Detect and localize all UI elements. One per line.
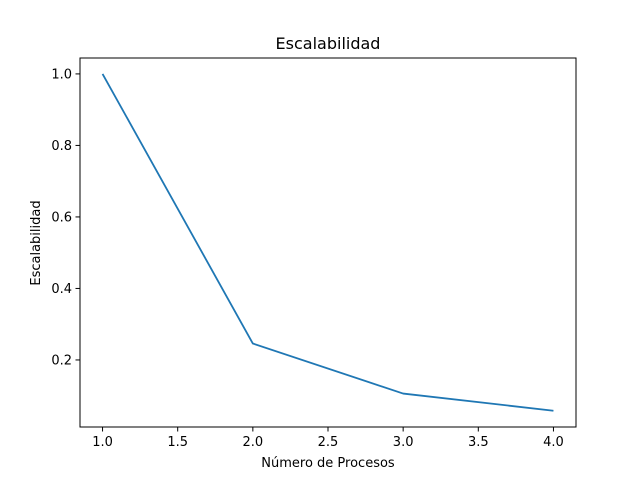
plot-frame: [79, 57, 577, 428]
x-tick-label: 2.5: [318, 435, 339, 450]
x-tick-label: 3.0: [393, 435, 414, 450]
series-layer: [101, 73, 554, 412]
y-axis: 0.2 0.4 0.6 0.8 1.0: [51, 67, 80, 368]
y-tick-label: 0.6: [51, 210, 72, 225]
y-tick-label: 0.4: [51, 282, 72, 297]
x-tick-label: 3.5: [468, 435, 489, 450]
y-tick-label: 0.8: [51, 139, 72, 154]
x-tick-label: 4.0: [543, 435, 564, 450]
chart-title: Escalabilidad: [276, 34, 381, 53]
x-axis: 1.0 1.5 2.0 2.5 3.0 3.5 4.0: [92, 427, 564, 450]
series-line: [101, 73, 554, 412]
x-axis-label: Número de Procesos: [261, 456, 395, 471]
x-tick-label: 1.5: [167, 435, 188, 450]
y-axis-label: Escalabilidad: [29, 200, 44, 285]
x-tick-label: 1.0: [92, 435, 113, 450]
x-tick-label: 2.0: [243, 435, 264, 450]
y-tick-label: 0.2: [51, 353, 72, 368]
y-tick-label: 1.0: [51, 67, 72, 82]
